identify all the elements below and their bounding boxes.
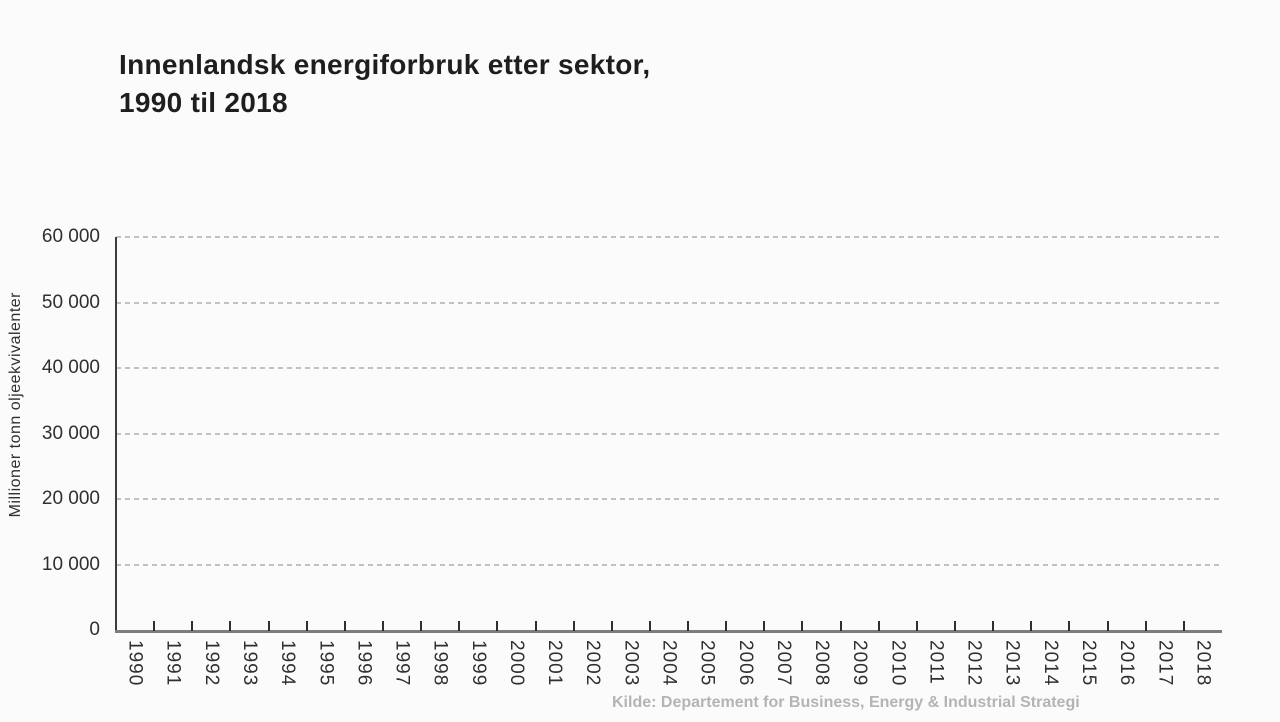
x-axis-tick-label: 1993 xyxy=(238,640,260,687)
x-axis-tick-label: 2016 xyxy=(1116,640,1138,687)
x-axis-tick xyxy=(801,621,804,631)
y-axis-tick-label: 30 000 xyxy=(41,422,100,444)
chart-title-line1: Innenlandsk energiforbruk etter sektor, xyxy=(119,49,651,80)
y-axis-tick-label: 60 000 xyxy=(41,226,100,247)
y-axis-tick-label: 20 000 xyxy=(41,488,100,509)
x-axis-tick-label: 1991 xyxy=(162,640,184,687)
x-axis-tick-label: 2005 xyxy=(696,640,718,687)
x-axis-tick-label: 1996 xyxy=(353,640,375,687)
x-axis-tick xyxy=(687,621,690,631)
chart-title: Innenlandsk energiforbruk etter sektor, … xyxy=(119,46,650,122)
x-axis-tick xyxy=(1030,621,1033,631)
x-axis-tick xyxy=(610,621,613,631)
y-axis-tick-label: 40 000 xyxy=(41,357,100,378)
x-axis-tick xyxy=(725,621,728,631)
x-axis-tick xyxy=(648,621,651,631)
x-axis-tick-label: 2015 xyxy=(1078,640,1100,687)
x-axis-tick xyxy=(458,621,461,631)
x-axis-tick xyxy=(267,621,270,631)
x-axis-tick-label: 1995 xyxy=(315,640,337,687)
gridline xyxy=(116,301,1222,304)
x-axis-tick-label: 2018 xyxy=(1192,640,1214,687)
x-axis-tick-label: 1998 xyxy=(429,640,451,687)
y-axis-tick-label: 50 000 xyxy=(41,291,100,313)
x-axis-tick xyxy=(1068,621,1071,631)
x-axis-tick-label: 2003 xyxy=(620,640,642,687)
x-axis-tick-label: 2010 xyxy=(887,640,909,687)
x-axis-tick-label: 1994 xyxy=(277,640,299,687)
x-axis-tick xyxy=(229,621,232,631)
gridline xyxy=(116,563,1222,566)
x-axis-tick xyxy=(343,621,346,631)
x-axis-line xyxy=(115,630,1222,633)
gridline xyxy=(116,367,1222,369)
x-axis-tick xyxy=(1106,621,1109,631)
x-axis-tick xyxy=(305,621,308,631)
y-axis-tick-label: 10 000 xyxy=(41,553,100,575)
gridline xyxy=(116,236,1222,238)
x-axis-tick-label: 2001 xyxy=(544,640,566,687)
x-axis-tick xyxy=(381,621,384,631)
x-axis-tick xyxy=(992,621,995,631)
x-axis-tick-label: 2011 xyxy=(925,640,947,685)
x-axis-tick-label: 2006 xyxy=(734,640,756,687)
y-axis-line xyxy=(115,237,117,633)
x-axis-tick-label: 2013 xyxy=(1001,640,1023,687)
y-axis-tick-label: 0 xyxy=(89,619,100,640)
x-axis-tick xyxy=(839,621,842,631)
x-axis-tick xyxy=(877,621,880,631)
x-axis-tick-label: 1999 xyxy=(467,640,489,687)
x-axis-tick-label: 2014 xyxy=(1039,640,1061,687)
x-axis-tick xyxy=(572,621,575,631)
x-axis-tick-label: 2008 xyxy=(811,640,833,687)
x-axis-tick xyxy=(954,621,957,631)
x-axis-tick-label: 1992 xyxy=(200,640,222,687)
x-axis-tick xyxy=(191,621,194,631)
x-axis-tick xyxy=(1144,621,1147,631)
x-axis-tick-label: 2009 xyxy=(849,640,871,687)
chart-title-line2: 1990 til 2018 xyxy=(119,87,288,118)
x-axis-tick-label: 2000 xyxy=(505,640,527,687)
x-axis-tick-label: 2002 xyxy=(582,640,604,687)
x-axis-tick xyxy=(534,621,537,631)
x-axis-tick xyxy=(153,621,156,631)
x-axis-tick xyxy=(915,621,918,631)
x-axis-tick-label: 1997 xyxy=(391,640,413,687)
x-axis-tick xyxy=(420,621,423,631)
x-axis-tick xyxy=(763,621,766,631)
gridline xyxy=(116,432,1222,435)
x-axis-tick-label: 2004 xyxy=(658,640,680,687)
x-axis-tick-label: 2007 xyxy=(772,640,794,687)
x-axis-tick-label: 1990 xyxy=(124,640,146,687)
source-attribution: Kilde: Departement for Business, Energy … xyxy=(612,694,1080,711)
x-axis-tick xyxy=(496,621,499,631)
x-axis-tick-label: 2017 xyxy=(1154,640,1176,687)
x-axis-tick xyxy=(1182,621,1185,631)
x-axis-tick-label: 2012 xyxy=(963,640,985,687)
gridline xyxy=(116,498,1222,500)
